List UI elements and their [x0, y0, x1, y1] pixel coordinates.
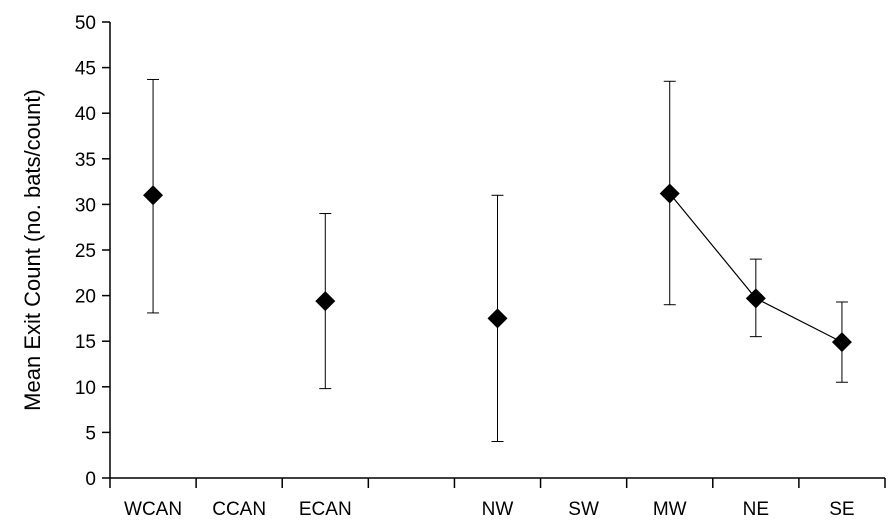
- y-axis: 0 5 10 15 20 25 30 35 40 45 50: [75, 13, 111, 490]
- x-axis: WCAN CCAN ECAN NW SW MW NE SE: [109, 477, 886, 520]
- data-point-mw: [659, 183, 680, 204]
- y-tick-label: 5: [85, 423, 96, 444]
- data-point-wcan: [143, 185, 164, 206]
- y-tick-label: 0: [85, 469, 96, 490]
- y-tick-label: 35: [75, 150, 96, 171]
- data-series: [143, 78, 852, 443]
- x-tick-label: ECAN: [299, 499, 352, 520]
- x-tick-label: MW: [653, 499, 687, 520]
- y-tick-label: 40: [75, 104, 96, 125]
- data-point-nw: [487, 308, 508, 329]
- y-tick-label: 10: [75, 378, 96, 399]
- x-tick-label: SW: [568, 499, 599, 520]
- x-tick-label: CCAN: [212, 499, 266, 520]
- y-tick-label: 15: [75, 332, 96, 353]
- y-tick-label: 20: [75, 287, 96, 308]
- x-tick-label: SE: [829, 499, 854, 520]
- data-point-ne: [745, 288, 766, 309]
- data-point-ecan: [315, 291, 336, 312]
- x-tick-label: NE: [743, 499, 769, 520]
- x-tick-label: WCAN: [124, 499, 182, 520]
- y-tick-label: 45: [75, 59, 96, 80]
- y-tick-label: 25: [75, 241, 96, 262]
- data-point-se: [831, 332, 852, 353]
- x-tick-label: NW: [482, 499, 514, 520]
- y-tick-label: 30: [75, 195, 96, 216]
- y-axis-title: Mean Exit Count (no. bats/count): [20, 89, 45, 411]
- y-tick-label: 50: [75, 13, 96, 34]
